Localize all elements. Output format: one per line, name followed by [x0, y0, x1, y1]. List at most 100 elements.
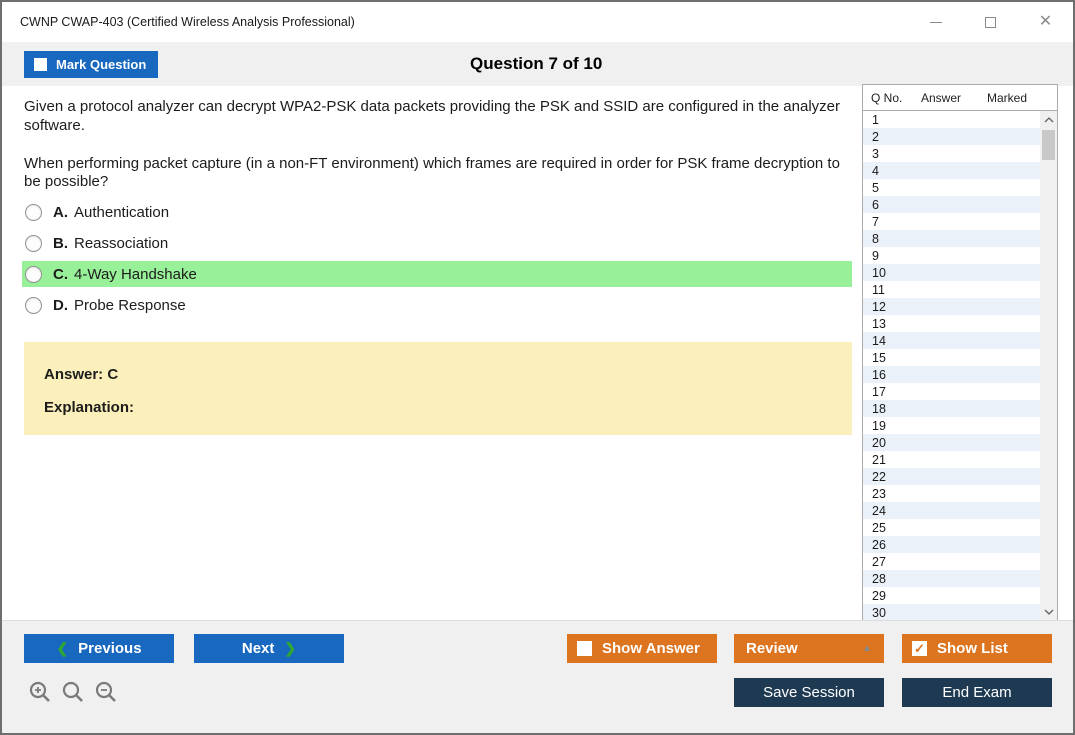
col-marked: Marked — [987, 90, 1028, 105]
question-paragraph: Given a protocol analyzer can decrypt WP… — [24, 98, 840, 134]
option-letter: A. — [53, 203, 68, 221]
review-button[interactable]: Review ▲ — [734, 634, 884, 663]
zoom-in-icon[interactable] — [28, 680, 52, 704]
minimize-icon — [929, 21, 942, 23]
show-list-checkbox[interactable]: ✓ — [912, 641, 927, 656]
question-row[interactable]: 21 — [863, 451, 1040, 468]
question-row[interactable]: 18 — [863, 400, 1040, 417]
answer-options: A. Authentication B. Reassociation C. 4-… — [22, 199, 852, 323]
checkmark-icon: ✓ — [914, 641, 925, 656]
question-row-cell: 2 — [872, 129, 879, 144]
option-text: Probe Response — [74, 296, 186, 314]
question-row-cell: 12 — [872, 299, 886, 314]
question-row[interactable]: 13 — [863, 315, 1040, 332]
scroll-up-button[interactable] — [1040, 111, 1057, 128]
question-row[interactable]: 2 — [863, 128, 1040, 145]
question-row[interactable]: 17 — [863, 383, 1040, 400]
question-row[interactable]: 22 — [863, 468, 1040, 485]
question-row[interactable]: 29 — [863, 587, 1040, 604]
question-row[interactable]: 28 — [863, 570, 1040, 587]
question-row[interactable]: 9 — [863, 247, 1040, 264]
previous-button[interactable]: ❮ Previous — [24, 634, 174, 663]
question-row[interactable]: 20 — [863, 434, 1040, 451]
triangle-up-icon: ▲ — [862, 643, 872, 654]
question-row[interactable]: 19 — [863, 417, 1040, 434]
question-row[interactable]: 6 — [863, 196, 1040, 213]
question-row-cell: 17 — [872, 384, 886, 399]
question-paragraph: When performing packet capture (in a non… — [24, 154, 840, 191]
review-label: Review — [746, 640, 798, 657]
previous-label: Previous — [78, 640, 142, 657]
chevron-down-icon — [1044, 609, 1053, 615]
show-list-button[interactable]: ✓ Show List — [902, 634, 1052, 663]
option-d[interactable]: D. Probe Response — [22, 292, 852, 318]
zoom-tools — [28, 680, 118, 704]
question-row-cell: 13 — [872, 316, 886, 331]
col-answer: Answer — [921, 90, 962, 105]
question-row-cell: 22 — [872, 469, 886, 484]
zoom-reset-icon[interactable] — [61, 680, 85, 704]
question-row[interactable]: 1 — [863, 111, 1040, 128]
radio-button[interactable] — [25, 265, 42, 283]
question-row[interactable]: 8 — [863, 230, 1040, 247]
show-answer-checkbox[interactable] — [577, 641, 592, 656]
close-button[interactable]: ✕ — [1018, 2, 1073, 42]
question-row[interactable]: 4 — [863, 162, 1040, 179]
zoom-out-icon[interactable] — [94, 680, 118, 704]
chevron-up-icon — [1044, 116, 1053, 122]
option-a[interactable]: A. Authentication — [22, 199, 852, 225]
mark-question-checkbox[interactable] — [34, 58, 47, 71]
radio-button[interactable] — [25, 296, 42, 314]
question-row[interactable]: 30 — [863, 604, 1040, 620]
question-row[interactable]: 11 — [863, 281, 1040, 298]
question-row[interactable]: 5 — [863, 179, 1040, 196]
option-letter: D. — [53, 296, 68, 314]
option-c[interactable]: C. 4-Way Handshake — [22, 261, 852, 287]
question-row-cell: 9 — [872, 248, 879, 263]
scrollbar-thumb[interactable] — [1042, 130, 1055, 160]
question-row-cell: 19 — [872, 418, 886, 433]
show-answer-button[interactable]: Show Answer — [567, 634, 717, 663]
option-text: Authentication — [74, 203, 170, 221]
question-list-scrollbar[interactable] — [1040, 111, 1057, 620]
question-row[interactable]: 26 — [863, 536, 1040, 553]
question-row[interactable]: 23 — [863, 485, 1040, 502]
question-row-cell: 27 — [872, 554, 886, 569]
option-text: 4-Way Handshake — [74, 265, 197, 283]
question-row[interactable]: 14 — [863, 332, 1040, 349]
radio-button[interactable] — [25, 234, 42, 252]
question-row-cell: 29 — [872, 588, 886, 603]
save-session-button[interactable]: Save Session — [734, 678, 884, 707]
question-row[interactable]: 27 — [863, 553, 1040, 570]
question-row[interactable]: 24 — [863, 502, 1040, 519]
question-row[interactable]: 10 — [863, 264, 1040, 281]
close-icon: ✕ — [1038, 13, 1053, 30]
mark-question-button[interactable]: Mark Question — [24, 51, 158, 78]
window-title: CWNP CWAP-403 (Certified Wireless Analys… — [20, 15, 355, 29]
scroll-down-button[interactable] — [1040, 603, 1057, 620]
option-letter: C. — [53, 265, 68, 283]
save-session-label: Save Session — [763, 684, 855, 701]
question-row-cell: 21 — [872, 452, 886, 467]
question-row[interactable]: 7 — [863, 213, 1040, 230]
question-list-wrap: 1 2 3 4 5 6 7 8 9 10 11 12 13 14 15 16 17 18 19 20 21 22 23 24 2… — [863, 111, 1057, 620]
question-row-cell: 1 — [872, 112, 879, 127]
question-counter: Question 7 of 10 — [470, 54, 603, 73]
question-row-cell: 8 — [872, 231, 879, 246]
maximize-button[interactable] — [963, 2, 1018, 42]
show-answer-label: Show Answer — [602, 640, 700, 657]
question-row[interactable]: 3 — [863, 145, 1040, 162]
option-b[interactable]: B. Reassociation — [22, 230, 852, 256]
question-row-cell: 20 — [872, 435, 886, 450]
minimize-button[interactable] — [908, 2, 963, 42]
question-row[interactable]: 12 — [863, 298, 1040, 315]
question-row[interactable]: 25 — [863, 519, 1040, 536]
next-button[interactable]: Next ❯ — [194, 634, 344, 663]
question-row-cell: 24 — [872, 503, 886, 518]
end-exam-button[interactable]: End Exam — [902, 678, 1052, 707]
question-row[interactable]: 16 — [863, 366, 1040, 383]
question-row-cell: 6 — [872, 197, 879, 212]
question-row-cell: 25 — [872, 520, 886, 535]
question-row[interactable]: 15 — [863, 349, 1040, 366]
radio-button[interactable] — [25, 203, 42, 221]
